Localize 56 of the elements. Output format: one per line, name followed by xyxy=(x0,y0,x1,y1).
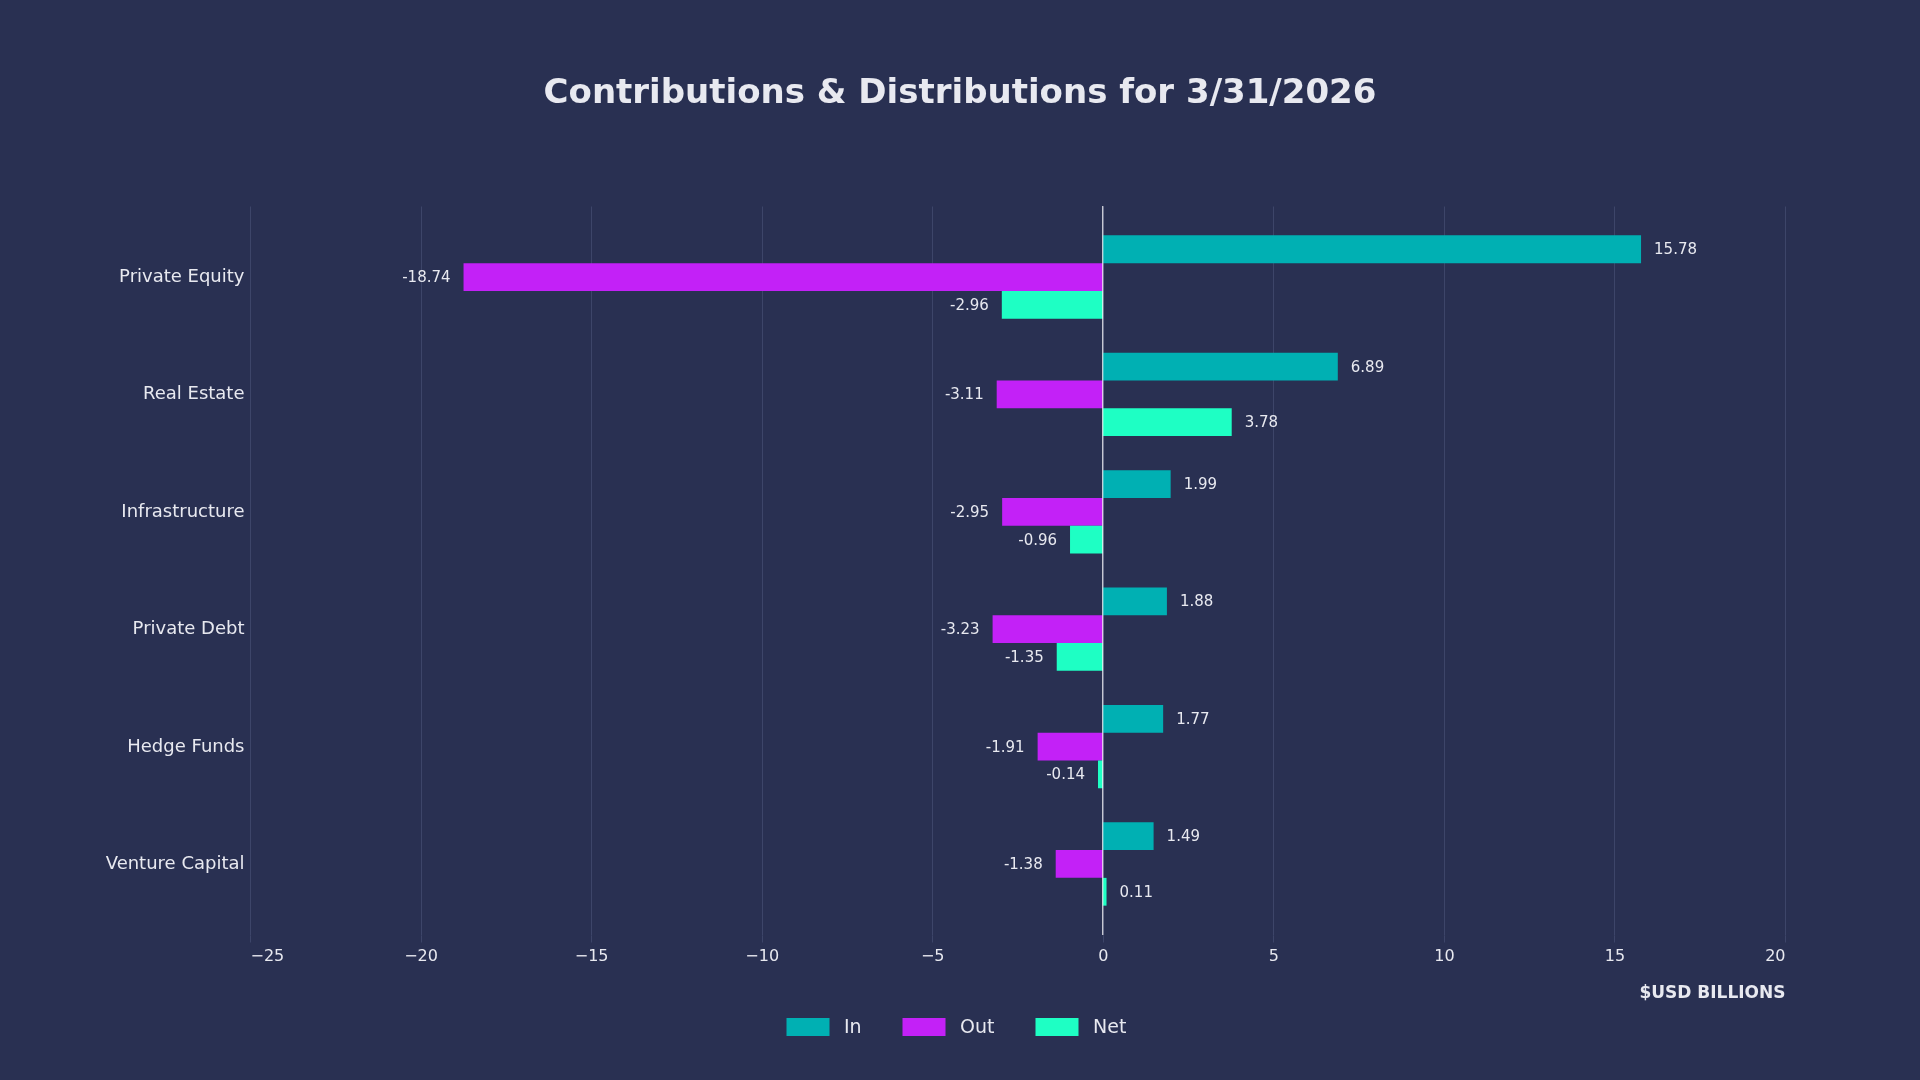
y-tick-label: Private Equity xyxy=(119,265,245,287)
data-label: 1.77 xyxy=(1176,709,1210,728)
data-label: -3.11 xyxy=(944,385,984,404)
data-label: -0.14 xyxy=(1046,765,1085,784)
legend-label: Out xyxy=(960,1015,995,1037)
y-tick-label: Infrastructure xyxy=(121,499,245,521)
x-tick-label: −10 xyxy=(745,945,780,965)
x-tick-label: 20 xyxy=(1765,945,1786,965)
bar xyxy=(463,263,1103,291)
data-label: -1.35 xyxy=(1004,647,1044,666)
chart-title: Contributions & Distributions for 3/31/2026 xyxy=(543,70,1377,111)
data-label: 3.78 xyxy=(1244,413,1279,432)
data-label: -1.38 xyxy=(1003,854,1043,873)
bar xyxy=(1055,850,1103,878)
bar xyxy=(1102,470,1171,498)
data-label: -2.95 xyxy=(950,502,990,521)
y-tick-label: Venture Capital xyxy=(105,851,245,873)
x-tick-label: 5 xyxy=(1268,945,1279,965)
bar xyxy=(1102,822,1154,851)
bar xyxy=(1102,877,1107,906)
data-label: 0.11 xyxy=(1119,882,1153,901)
data-label: -0.96 xyxy=(1018,530,1058,549)
x-tick-label: 15 xyxy=(1604,945,1626,965)
bar xyxy=(1102,352,1338,381)
bar xyxy=(1037,732,1103,761)
bar xyxy=(1102,704,1164,733)
x-tick-label: −15 xyxy=(574,945,609,965)
y-tick-label: Private Debt xyxy=(132,617,245,639)
bar xyxy=(1102,408,1232,437)
data-label: 1.99 xyxy=(1183,475,1218,494)
bar xyxy=(1001,290,1103,319)
x-tick-label: 10 xyxy=(1434,945,1455,965)
data-label: 1.49 xyxy=(1166,827,1201,846)
bar xyxy=(1002,497,1103,526)
x-tick-label: −25 xyxy=(250,945,285,965)
bar xyxy=(996,380,1103,409)
x-tick-label: −5 xyxy=(920,945,945,965)
legend-label: In xyxy=(844,1015,862,1037)
data-label: 1.88 xyxy=(1179,592,1214,611)
bar xyxy=(992,615,1103,644)
x-axis-title: $USD BILLIONS xyxy=(1639,981,1786,1002)
data-label: -3.23 xyxy=(940,620,980,639)
x-tick-label: −20 xyxy=(404,945,438,965)
data-label: -18.74 xyxy=(402,268,451,287)
y-tick-label: Real Estate xyxy=(143,382,245,404)
x-tick-label: 0 xyxy=(1098,945,1109,965)
bar xyxy=(1102,235,1642,264)
data-label: 6.89 xyxy=(1350,357,1385,376)
bar xyxy=(1102,587,1167,616)
data-label: -1.91 xyxy=(985,737,1025,756)
y-tick-label: Hedge Funds xyxy=(127,734,245,756)
data-label: 15.78 xyxy=(1654,240,1697,259)
bar xyxy=(1056,643,1103,671)
legend-label: Net xyxy=(1093,1015,1127,1037)
data-label: -2.96 xyxy=(950,295,989,314)
bar xyxy=(1070,525,1103,554)
